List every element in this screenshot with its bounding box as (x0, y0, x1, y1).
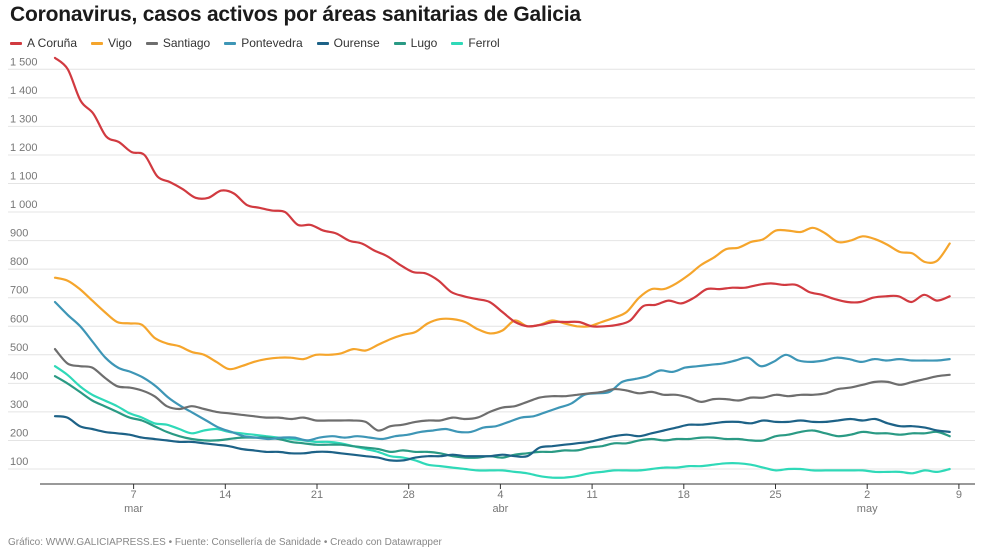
legend-swatch (451, 41, 464, 45)
legend-label: Santiago (162, 36, 211, 50)
x-tick-label: 25 (769, 489, 781, 501)
series-line (53, 348, 951, 432)
y-tick-label: 1 300 (10, 113, 38, 125)
footer-credits: Gráfico: WWW.GALICIAPRESS.ES • Fuente: C… (8, 537, 442, 548)
series-line (53, 375, 951, 459)
legend-item: Lugo (393, 36, 438, 50)
legend-label: A Coruña (27, 36, 78, 50)
y-tick-label: 900 (10, 228, 28, 240)
legend-item: Santiago (145, 36, 211, 50)
series-line (53, 56, 951, 328)
y-tick-label: 400 (10, 370, 28, 382)
x-tick-label: 7 (131, 489, 137, 501)
x-tick-label: 14 (219, 489, 231, 501)
legend-swatch (393, 41, 406, 45)
legend-swatch (145, 41, 158, 45)
y-tick-label: 1 000 (10, 199, 38, 211)
legend-item: Ourense (316, 36, 380, 50)
chart-title: Coronavirus, casos activos por áreas san… (10, 3, 581, 26)
y-tick-label: 1 100 (10, 171, 38, 183)
legend-swatch (224, 41, 237, 45)
legend-label: Vigo (108, 36, 132, 50)
x-tick-label: 4 (497, 489, 503, 501)
x-tick-label: 11 (586, 489, 597, 501)
y-tick-label: 700 (10, 285, 28, 297)
legend-swatch (10, 41, 22, 45)
series-line (53, 226, 951, 371)
x-tick-label: 9 (956, 489, 962, 501)
x-tick-label: 28 (403, 489, 415, 501)
legend-item: A Coruña (10, 36, 77, 50)
y-tick-label: 100 (10, 456, 28, 468)
series-line (53, 300, 951, 442)
x-month-label: may (857, 503, 878, 515)
legend-label: Ferrol (468, 36, 500, 50)
x-tick-label: 2 (864, 489, 870, 501)
legend: A Coruña Vigo Santiago Pontevedra Ourense Lug… (10, 36, 500, 50)
x-month-label: abr (492, 503, 508, 515)
y-tick-label: 1 400 (10, 85, 38, 97)
legend-item: Pontevedra (224, 36, 303, 50)
y-tick-label: 1 500 (10, 56, 38, 68)
y-tick-label: 600 (10, 313, 28, 325)
series-line (53, 415, 951, 462)
y-tick-label: 800 (10, 256, 28, 268)
legend-label: Lugo (410, 36, 438, 50)
series-line (53, 365, 951, 479)
x-month-label: mar (124, 503, 143, 515)
y-tick-label: 200 (10, 427, 28, 439)
x-tick-label: 21 (311, 489, 323, 501)
legend-item: Vigo (91, 36, 132, 50)
x-tick-label: 18 (678, 489, 690, 501)
legend-label: Ourense (333, 36, 380, 50)
legend-swatch (316, 41, 329, 45)
y-tick-label: 1 200 (10, 142, 38, 154)
y-tick-label: 500 (10, 342, 28, 354)
legend-swatch (91, 41, 104, 45)
legend-item: Ferrol (451, 36, 500, 50)
y-tick-label: 300 (10, 399, 28, 411)
line-chart: 100 200 300 400 500 600 700 800 900 1 000 1 100 1 2… (8, 56, 975, 515)
legend-label: Pontevedra (241, 36, 303, 50)
